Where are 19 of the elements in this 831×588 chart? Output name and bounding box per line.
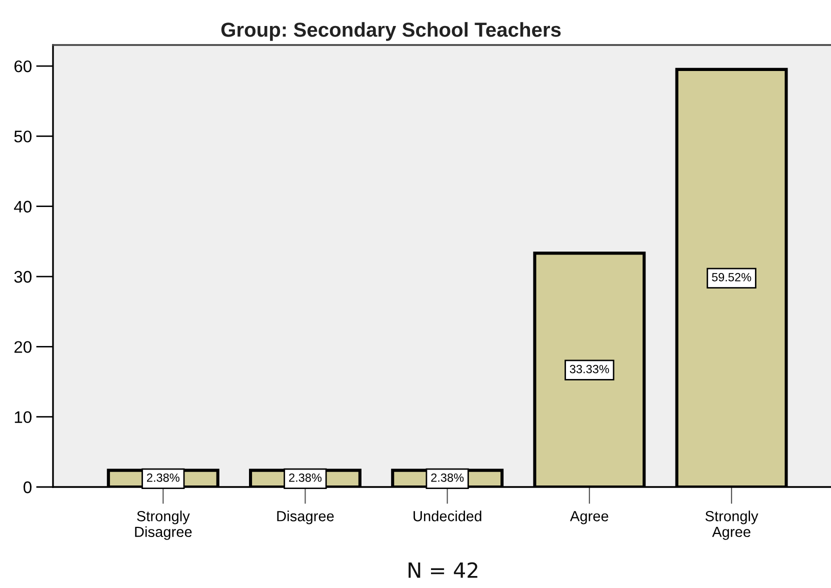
y-tick-label: 0 [24,481,32,494]
y-tick-label: 10 [14,411,32,424]
y-tick-label: 60 [14,60,32,72]
x-tick-label: Strongly Agree [705,510,758,540]
x-tick-label: Undecided [414,510,482,522]
y-tick-label: 50 [14,130,32,142]
x-tick-label: Disagree [277,510,334,524]
data-label: 2.38% [431,473,464,482]
data-label: 2.38% [146,473,180,482]
y-tick-label: 40 [14,200,32,213]
y-tick-label: 20 [14,341,32,353]
x-tick-label: Agree [570,511,608,524]
chart-title: Group: Secondary School Teachers [221,22,561,41]
x-tick-label: Strongly Disagree [135,510,192,540]
data-label: 2.38% [289,473,322,482]
y-tick-label: 30 [14,270,32,283]
data-label: 59.52% [712,273,752,282]
data-label: 33.33% [570,364,610,374]
text: N = 42 [408,562,478,578]
